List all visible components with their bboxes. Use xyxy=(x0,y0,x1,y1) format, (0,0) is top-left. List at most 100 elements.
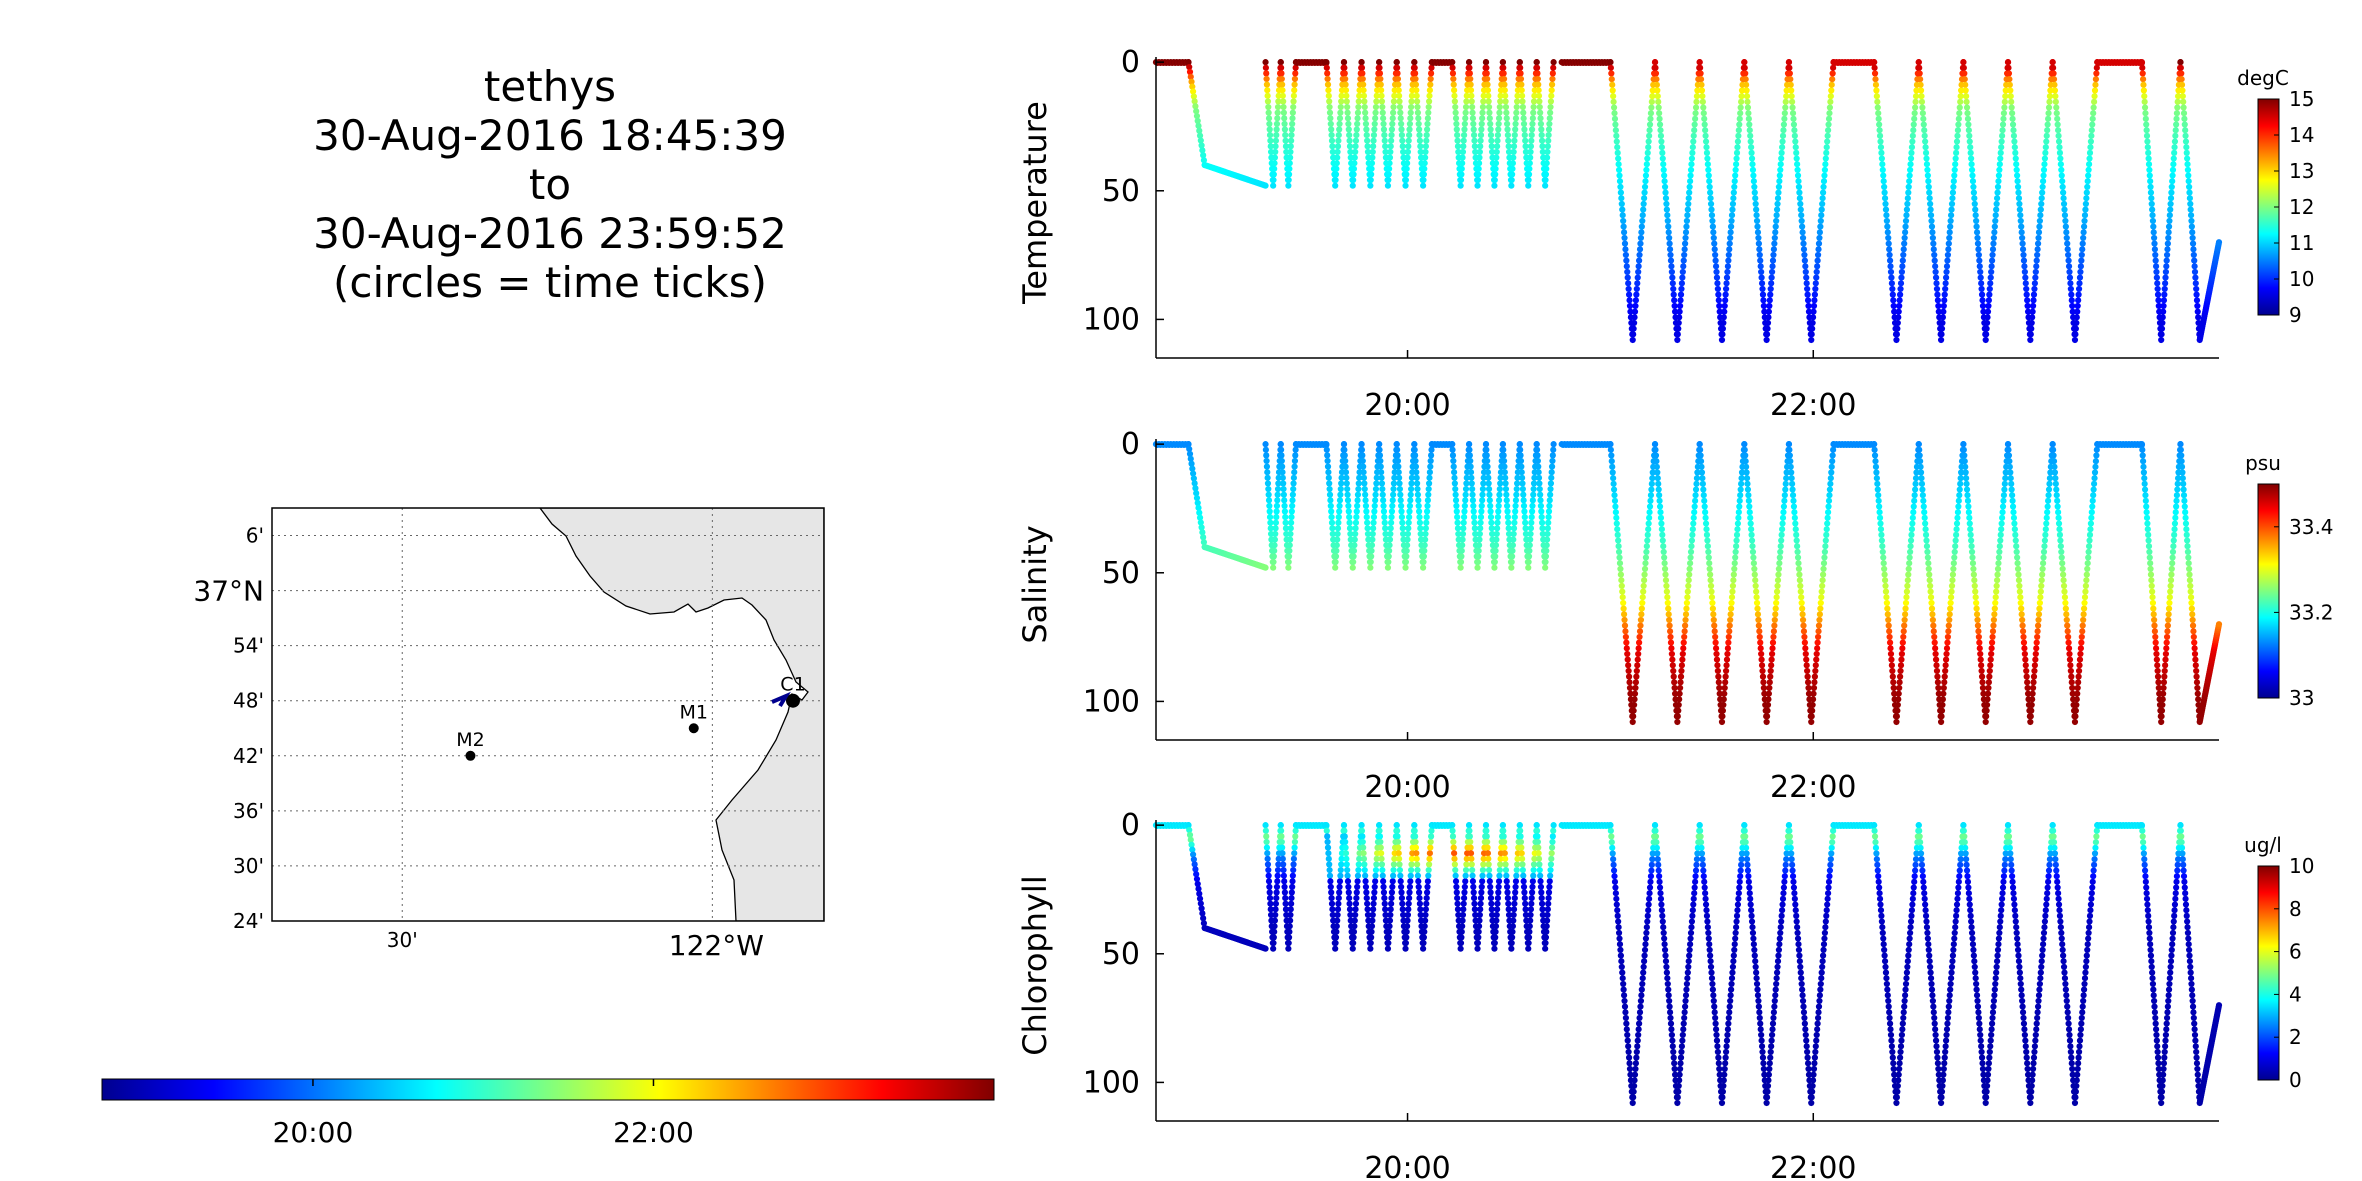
data-point xyxy=(1956,486,1963,493)
data-point xyxy=(1772,605,1779,612)
data-point xyxy=(1378,92,1385,99)
data-point xyxy=(1610,475,1617,482)
data-point xyxy=(1376,833,1384,840)
data-point xyxy=(1680,639,1687,646)
data-point xyxy=(1909,132,1916,139)
data-point xyxy=(1922,520,1929,527)
data-point xyxy=(1699,93,1706,100)
data-point xyxy=(1460,132,1468,139)
data-point xyxy=(1378,480,1386,487)
data-point xyxy=(1420,182,1427,189)
data-point xyxy=(1472,530,1479,538)
data-point xyxy=(1360,81,1367,88)
data-point xyxy=(1452,115,1460,122)
data-point xyxy=(1333,923,1340,930)
data-point xyxy=(1798,594,1805,601)
data-point xyxy=(1394,75,1402,83)
data-point xyxy=(1736,503,1743,510)
data-point xyxy=(2181,121,2188,128)
data-point xyxy=(2055,514,2062,521)
data-point xyxy=(1327,497,1334,504)
data-point xyxy=(1767,667,1774,675)
data-point xyxy=(1543,542,1550,549)
data-point xyxy=(1326,866,1333,874)
data-point xyxy=(2088,514,2095,521)
data-point xyxy=(1773,212,1780,219)
data-point xyxy=(1286,165,1293,172)
data-point xyxy=(1527,143,1535,150)
colorbar-tick-label: 10 xyxy=(2289,267,2314,291)
data-point xyxy=(1530,861,1538,868)
data-point xyxy=(1657,132,1665,139)
data-point xyxy=(1659,149,1666,156)
data-point xyxy=(1461,502,1468,509)
data-point xyxy=(1945,246,1952,253)
data-point xyxy=(1335,132,1342,139)
data-point xyxy=(1776,554,1783,561)
data-point xyxy=(1350,165,1358,172)
data-point xyxy=(1355,861,1362,868)
data-point xyxy=(1779,526,1786,533)
data-point xyxy=(2037,206,2044,213)
data-point xyxy=(1373,480,1380,487)
data-point xyxy=(2087,526,2094,533)
data-point xyxy=(1538,132,1545,139)
data-point xyxy=(1768,280,1775,287)
data-point xyxy=(2166,599,2173,607)
data-point xyxy=(1778,155,1785,162)
data-point xyxy=(1970,565,1977,572)
data-point xyxy=(2147,560,2154,567)
data-point xyxy=(1627,690,1634,697)
data-point xyxy=(1765,690,1772,697)
data-point xyxy=(1279,87,1286,94)
data-point xyxy=(1987,274,1994,281)
data-point xyxy=(2174,475,2182,482)
data-point xyxy=(1420,553,1428,560)
data-point xyxy=(1823,531,1830,538)
data-point xyxy=(1777,166,1784,173)
data-point xyxy=(1352,530,1359,538)
data-point xyxy=(1547,103,1554,111)
data-point xyxy=(1614,531,1621,538)
data-point xyxy=(2181,503,2188,510)
data-point xyxy=(2169,560,2176,567)
data-point xyxy=(1542,176,1549,184)
data-point xyxy=(1926,577,1933,584)
data-point xyxy=(1355,866,1362,874)
data-point xyxy=(2090,486,2097,493)
data-point xyxy=(1548,850,1555,857)
data-point xyxy=(1963,480,1970,487)
data-point xyxy=(1974,240,1982,247)
data-point xyxy=(1826,110,1833,117)
data-point xyxy=(1777,161,1784,168)
data-point xyxy=(1427,844,1434,851)
data-point xyxy=(1688,155,1696,162)
data-point xyxy=(1620,605,1627,612)
data-point xyxy=(1777,548,1784,555)
data-point xyxy=(1678,285,1685,293)
data-point xyxy=(1343,855,1350,862)
data-point xyxy=(1944,251,1952,259)
data-point xyxy=(1616,560,1624,567)
data-point xyxy=(1513,103,1520,111)
data-point xyxy=(1749,166,1757,173)
data-point xyxy=(1980,690,1987,697)
data-point xyxy=(2032,656,2039,663)
data-point xyxy=(1698,87,1706,94)
data-point xyxy=(1367,564,1374,571)
data-point xyxy=(1382,148,1389,156)
data-point xyxy=(2017,212,2024,219)
colorbar-tick-label: 9 xyxy=(2289,303,2302,327)
data-point xyxy=(1758,280,1766,287)
data-point xyxy=(1871,452,1879,459)
data-point xyxy=(1793,155,1800,162)
data-point xyxy=(1896,679,1903,686)
data-point xyxy=(1800,240,1807,247)
data-point xyxy=(1963,486,1971,493)
data-point xyxy=(1287,911,1294,919)
data-point xyxy=(1932,650,1939,658)
data-point xyxy=(1687,172,1694,179)
data-point xyxy=(1808,331,1815,338)
data-point xyxy=(2032,650,2039,658)
data-point xyxy=(2068,297,2075,304)
